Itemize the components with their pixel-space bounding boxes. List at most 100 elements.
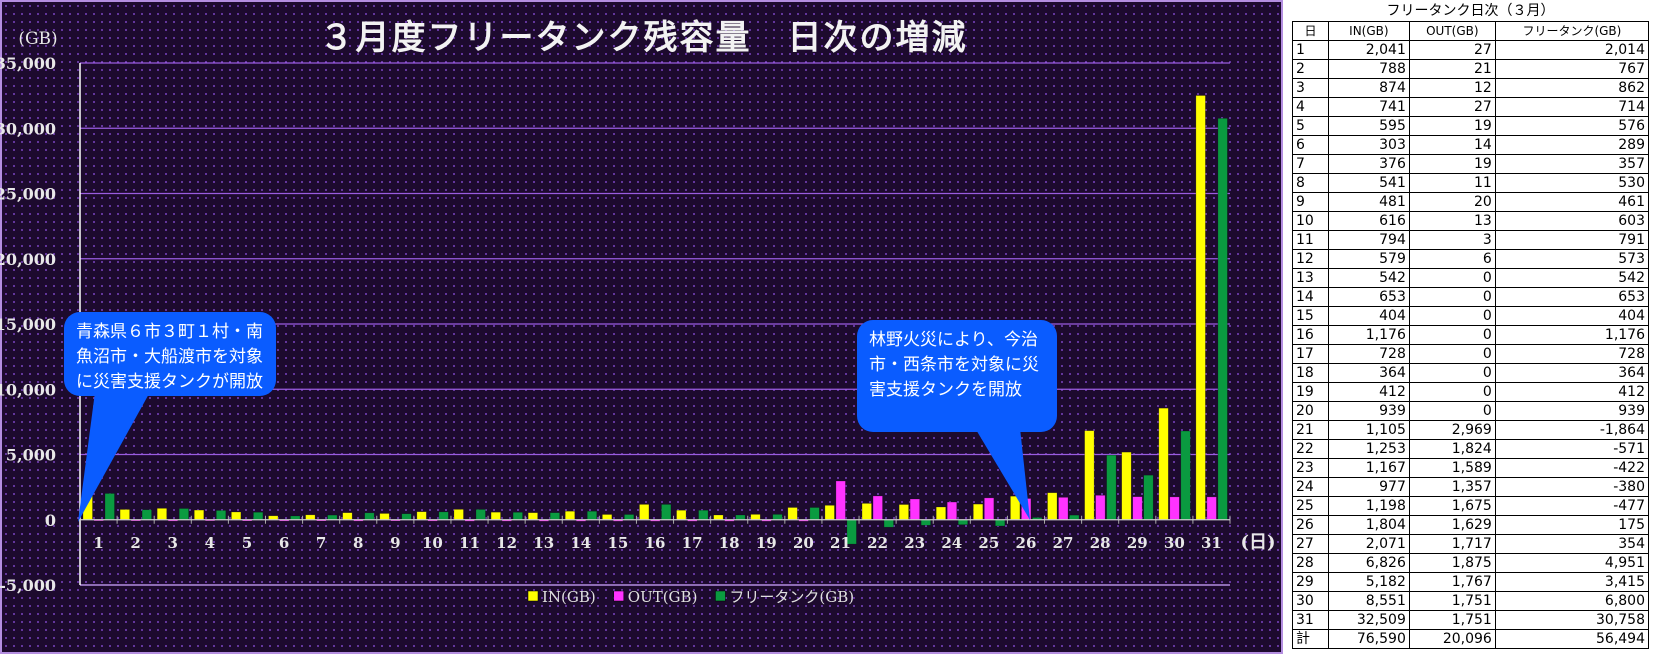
x-tick-label: 6 bbox=[279, 534, 289, 552]
bar-out-day-27 bbox=[1058, 497, 1069, 521]
legend-label: フリータンク(GB) bbox=[729, 588, 854, 606]
callout-pointer bbox=[78, 392, 150, 522]
bar-out-day-31 bbox=[1206, 496, 1217, 521]
table-cell: 0 bbox=[1408, 268, 1496, 288]
bar-in-day-12 bbox=[490, 511, 501, 521]
annotation-callout-1: 青森県６市３町１村・南魚沼市・大船渡市を対象に災害支援タンクが開放 bbox=[64, 312, 276, 396]
table-cell: 18 bbox=[1292, 363, 1329, 383]
table-cell: 1,824 bbox=[1408, 439, 1496, 459]
bar-in-day-7 bbox=[305, 514, 316, 521]
table-row: 24 977 1,357 -380 bbox=[1292, 477, 1650, 497]
table-row: 12 579 6 573 bbox=[1292, 249, 1650, 269]
table-row: 26 1,804 1,629 175 bbox=[1292, 515, 1650, 535]
bar-in-day-20 bbox=[787, 507, 798, 521]
table-cell: 30,758 bbox=[1494, 610, 1650, 630]
x-tick-label: 8 bbox=[353, 534, 363, 552]
table-cell: 1,176 bbox=[1494, 325, 1650, 345]
table-cell: 862 bbox=[1494, 78, 1650, 98]
table-row: 5 595 19 576 bbox=[1292, 116, 1650, 136]
table-cell: 11 bbox=[1292, 230, 1329, 250]
table-cell: 1,675 bbox=[1408, 496, 1496, 516]
table-title: フリータンク日次（３月） bbox=[1292, 0, 1649, 22]
table-cell: 541 bbox=[1327, 173, 1410, 193]
table-row: 22 1,253 1,824 -571 bbox=[1292, 439, 1650, 459]
table-cell: 874 bbox=[1327, 78, 1410, 98]
x-tick-label: 21 bbox=[830, 534, 851, 552]
table-cell: 461 bbox=[1494, 192, 1650, 212]
bar-in-day-18 bbox=[713, 514, 724, 521]
annotation-text: 林野火災により、今治市・西条市を対象に災害支援タンクを開放 bbox=[869, 330, 1039, 400]
table-cell: 13 bbox=[1408, 211, 1496, 231]
table-row: 9 481 20 461 bbox=[1292, 192, 1650, 212]
legend-swatch bbox=[527, 590, 539, 602]
table-cell: -571 bbox=[1494, 439, 1650, 459]
bar-free-tank-day-31 bbox=[1217, 118, 1228, 521]
bar-out-day-29 bbox=[1132, 496, 1143, 521]
table-cell: 0 bbox=[1408, 306, 1496, 326]
bar-in-day-28 bbox=[1084, 430, 1095, 521]
table-cell: 12 bbox=[1408, 78, 1496, 98]
table-cell: 354 bbox=[1494, 534, 1650, 554]
table-cell: 23 bbox=[1292, 458, 1329, 478]
x-tick-label: 30 bbox=[1164, 534, 1185, 552]
bar-out-day-30 bbox=[1169, 496, 1180, 521]
table-title-row: フリータンク日次（３月） bbox=[1292, 0, 1649, 22]
table-cell: -477 bbox=[1494, 496, 1650, 516]
table-cell: 2,969 bbox=[1408, 420, 1496, 440]
table-cell: 5 bbox=[1292, 116, 1329, 136]
table-cell: 2,041 bbox=[1327, 40, 1410, 60]
table-row: 3 874 12 862 bbox=[1292, 78, 1650, 98]
bar-in-day-17 bbox=[676, 509, 687, 521]
table-cell: 20 bbox=[1408, 192, 1496, 212]
chart-title: ３月度フリータンク残容量 日次の増減 bbox=[319, 18, 968, 58]
bar-free-tank-day-16 bbox=[661, 504, 672, 521]
table-row: 17 728 0 728 bbox=[1292, 344, 1650, 364]
table-row: 18 364 0 364 bbox=[1292, 363, 1650, 383]
table-cell: 1,589 bbox=[1408, 458, 1496, 478]
table-row: 29 5,182 1,767 3,415 bbox=[1292, 572, 1650, 592]
table-cell: 653 bbox=[1494, 287, 1650, 307]
table-cell: 794 bbox=[1327, 230, 1410, 250]
table-cell: 27 bbox=[1408, 97, 1496, 117]
bar-in-day-30 bbox=[1158, 407, 1169, 521]
bar-free-tank-day-29 bbox=[1143, 474, 1154, 521]
table-cell: 10 bbox=[1292, 211, 1329, 231]
bar-free-tank-day-7 bbox=[327, 514, 338, 521]
bar-in-day-19 bbox=[750, 514, 761, 521]
y-tick-label: 20,000 bbox=[0, 250, 56, 269]
table-cell: 1,198 bbox=[1327, 496, 1410, 516]
bar-free-tank-day-23 bbox=[920, 519, 931, 526]
legend-label: IN(GB) bbox=[542, 588, 596, 606]
bar-in-day-2 bbox=[119, 509, 130, 521]
table-cell: 2 bbox=[1292, 59, 1329, 79]
table-cell: 6,826 bbox=[1327, 553, 1410, 573]
x-tick-label: 17 bbox=[682, 534, 703, 552]
table-cell: 25 bbox=[1292, 496, 1329, 516]
bar-free-tank-day-28 bbox=[1106, 454, 1117, 521]
table-cell: 5,182 bbox=[1327, 572, 1410, 592]
x-tick-label: 16 bbox=[645, 534, 666, 552]
table-cell: 404 bbox=[1327, 306, 1410, 326]
table-row: 27 2,071 1,717 354 bbox=[1292, 534, 1650, 554]
x-tick-label: 19 bbox=[756, 534, 777, 552]
bar-in-day-8 bbox=[342, 512, 353, 521]
x-tick-label: 28 bbox=[1090, 534, 1111, 552]
x-tick-label: 27 bbox=[1053, 534, 1074, 552]
table-cell: 12 bbox=[1292, 249, 1329, 269]
x-tick-label: 23 bbox=[904, 534, 925, 552]
table-cell: 3,415 bbox=[1494, 572, 1650, 592]
table-cell: 27 bbox=[1408, 40, 1496, 60]
bar-out-day-25 bbox=[984, 497, 995, 521]
y-tick-label: 0 bbox=[45, 511, 56, 530]
table-cell: -1,864 bbox=[1494, 420, 1650, 440]
table-cell: 0 bbox=[1408, 287, 1496, 307]
table-cell: 6 bbox=[1408, 249, 1496, 269]
table-cell: 728 bbox=[1494, 344, 1650, 364]
bar-free-tank-day-27 bbox=[1069, 514, 1080, 521]
bar-in-day-31 bbox=[1195, 95, 1206, 521]
table-row: 16 1,176 0 1,176 bbox=[1292, 325, 1650, 345]
bar-in-day-27 bbox=[1047, 492, 1058, 521]
table-cell: 16 bbox=[1292, 325, 1329, 345]
table-cell: 0 bbox=[1408, 382, 1496, 402]
table-cell: 728 bbox=[1327, 344, 1410, 364]
